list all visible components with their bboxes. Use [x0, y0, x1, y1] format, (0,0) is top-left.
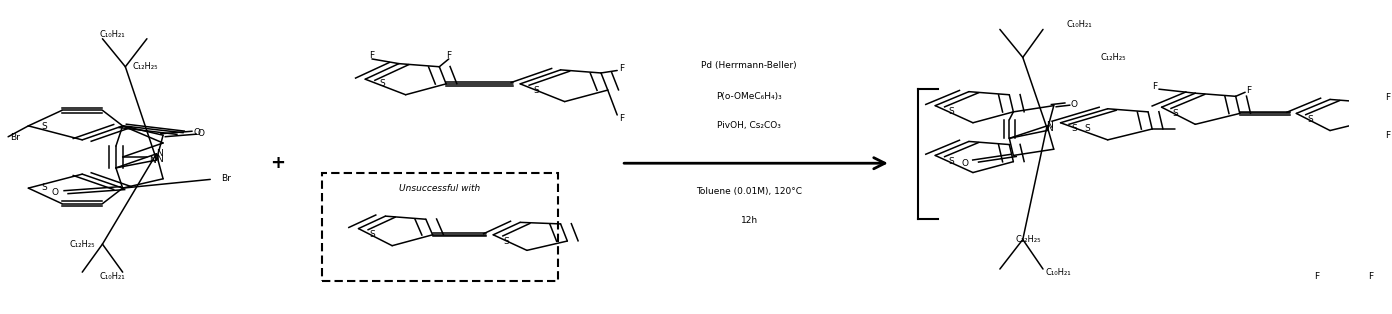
Text: F: F: [1247, 86, 1251, 95]
Text: N: N: [1047, 122, 1054, 130]
Text: O: O: [1070, 100, 1077, 109]
Text: O: O: [198, 129, 205, 138]
Text: N: N: [1047, 124, 1054, 133]
Text: C₁₀H₂₁: C₁₀H₂₁: [99, 30, 125, 39]
Text: Br: Br: [221, 174, 231, 183]
Text: C₁₂H₂₅: C₁₂H₂₅: [70, 240, 95, 249]
Text: C₁₀H₂₁: C₁₀H₂₁: [1045, 268, 1070, 277]
Text: S: S: [1307, 115, 1313, 124]
Text: S: S: [948, 157, 955, 166]
Text: S: S: [504, 236, 509, 246]
Text: F: F: [447, 51, 451, 60]
Text: S: S: [948, 107, 955, 116]
Text: N: N: [156, 155, 163, 164]
Text: S: S: [42, 183, 47, 192]
Text: S: S: [1070, 124, 1077, 133]
Text: F: F: [369, 51, 374, 60]
Text: C₁₂H₂₅: C₁₂H₂₅: [1100, 53, 1126, 62]
Text: S: S: [533, 86, 539, 95]
Text: F: F: [618, 114, 624, 122]
Text: F: F: [1368, 272, 1373, 281]
Text: C₁₀H₂₁: C₁₀H₂₁: [99, 272, 125, 281]
Text: F: F: [1385, 93, 1391, 102]
Text: PivOH, Cs₂CO₃: PivOH, Cs₂CO₃: [717, 122, 781, 130]
Text: 12h: 12h: [741, 216, 757, 225]
Text: P(o-OMeC₆H₄)₃: P(o-OMeC₆H₄)₃: [717, 92, 782, 101]
Text: F: F: [1153, 83, 1157, 91]
Text: O: O: [962, 159, 969, 168]
Text: Pd (Herrmann-Beller): Pd (Herrmann-Beller): [702, 61, 798, 70]
Text: F: F: [618, 64, 624, 73]
Text: S: S: [42, 122, 47, 131]
Text: C₁₂H₂₅: C₁₂H₂₅: [132, 62, 159, 71]
Text: N: N: [156, 149, 163, 158]
Text: Unsuccessful with: Unsuccessful with: [398, 184, 480, 192]
Text: F: F: [1314, 272, 1320, 281]
Text: S: S: [1172, 109, 1178, 118]
Text: Toluene (0.01M), 120°C: Toluene (0.01M), 120°C: [696, 187, 802, 196]
Text: Br: Br: [10, 133, 19, 142]
Text: C₁₂H₂₅: C₁₂H₂₅: [1015, 235, 1041, 244]
Text: S: S: [380, 79, 386, 88]
Text: O: O: [52, 188, 58, 197]
Text: S: S: [1084, 124, 1090, 133]
Text: N: N: [149, 156, 156, 165]
Text: F: F: [1385, 131, 1391, 140]
Text: S: S: [369, 230, 374, 239]
Text: C₁₀H₂₁: C₁₀H₂₁: [1066, 20, 1093, 29]
Text: +: +: [270, 154, 285, 172]
Text: O: O: [193, 128, 200, 137]
